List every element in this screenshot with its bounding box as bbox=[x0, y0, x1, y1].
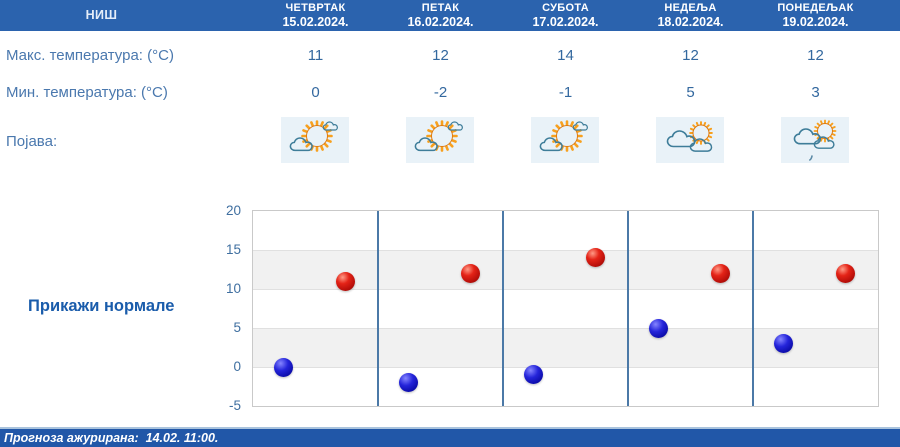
chart-band bbox=[253, 328, 878, 367]
partly-sunny-icon bbox=[406, 117, 474, 163]
y-axis-tick: -5 bbox=[228, 398, 241, 413]
day-name: ПЕТАК bbox=[421, 2, 460, 14]
show-normals-button[interactable]: Прикажи нормале bbox=[28, 297, 175, 315]
day-header-thursday: ЧЕТВРТАК 15.02.2024. bbox=[253, 0, 378, 31]
day-name: ЧЕТВРТАК bbox=[285, 2, 346, 14]
day-date: 17.02.2024. bbox=[532, 15, 599, 29]
day-name: СУБОТА bbox=[542, 2, 589, 14]
chart-plot-area bbox=[252, 210, 879, 407]
day-header-saturday: СУБОТА 17.02.2024. bbox=[503, 0, 628, 31]
day-name: ПОНЕДЕЉАК bbox=[777, 2, 854, 14]
chart-dots-layer bbox=[253, 211, 878, 406]
y-axis-tick: 15 bbox=[225, 242, 241, 257]
max-temp-value: 14 bbox=[557, 47, 574, 64]
day-header-friday: ПЕТАК 16.02.2024. bbox=[378, 0, 503, 31]
chart-gridline bbox=[253, 328, 878, 329]
chart-gridline bbox=[253, 289, 878, 290]
max-temp-point bbox=[710, 263, 730, 283]
max-temp-value: 11 bbox=[307, 47, 324, 64]
day-separator-line bbox=[502, 211, 504, 406]
phenomena-label: Појава: bbox=[6, 133, 58, 150]
min-temp-point bbox=[648, 318, 668, 338]
day-date: 16.02.2024. bbox=[407, 15, 474, 29]
partly-sunny-icon bbox=[281, 117, 349, 163]
max-temp-point bbox=[585, 248, 605, 268]
forecast-table-header: НИШ ЧЕТВРТАК 15.02.2024. ПЕТАК 16.02.202… bbox=[0, 0, 900, 31]
max-temp-point bbox=[835, 263, 855, 283]
footer-bar: Прогноза ажурирана: 14.02. 11:00. bbox=[0, 427, 900, 447]
mostly-cloudy-icon bbox=[656, 117, 724, 163]
max-temp-value: 12 bbox=[682, 47, 699, 64]
max-temperature-label: Макс. температура: (°C) bbox=[6, 47, 174, 64]
max-temp-value: 12 bbox=[807, 47, 824, 64]
y-axis-tick: 0 bbox=[233, 359, 241, 374]
min-temp-value: -1 bbox=[558, 84, 573, 101]
day-name: НЕДЕЉА bbox=[664, 2, 717, 14]
min-temp-value: 5 bbox=[686, 84, 695, 101]
max-temp-point bbox=[460, 263, 480, 283]
min-temp-value: 0 bbox=[311, 84, 320, 101]
day-date: 19.02.2024. bbox=[782, 15, 849, 29]
min-temp-point bbox=[273, 357, 293, 377]
chart-band bbox=[253, 250, 878, 289]
partly-sunny-icon bbox=[531, 117, 599, 163]
min-temp-point bbox=[773, 334, 793, 354]
day-header-sunday: НЕДЕЉА 18.02.2024. bbox=[628, 0, 753, 31]
weather-icon-tile bbox=[781, 117, 849, 163]
day-date: 18.02.2024. bbox=[657, 15, 724, 29]
max-temp-point bbox=[335, 271, 355, 291]
chart-gridline bbox=[253, 250, 878, 251]
min-temp-point bbox=[523, 365, 543, 385]
chart-gridline bbox=[253, 367, 878, 368]
weather-icon-tile bbox=[531, 117, 599, 163]
min-temp-value: 3 bbox=[811, 84, 820, 101]
day-date: 15.02.2024. bbox=[282, 15, 349, 29]
day-separator-line bbox=[752, 211, 754, 406]
weather-icon-tile bbox=[656, 117, 724, 163]
y-axis-tick: 10 bbox=[225, 281, 241, 296]
min-temperature-label: Мин. температура: (°C) bbox=[6, 84, 168, 101]
weather-icon-tile bbox=[281, 117, 349, 163]
y-axis-tick: 5 bbox=[233, 320, 241, 335]
min-temp-point bbox=[398, 373, 418, 393]
weather-icon-tile bbox=[406, 117, 474, 163]
min-temp-value: -2 bbox=[433, 84, 448, 101]
forecast-updated-text: Прогноза ажурирана: 14.02. 11:00. bbox=[4, 431, 219, 445]
day-separator-line bbox=[627, 211, 629, 406]
city-name: НИШ bbox=[85, 8, 118, 22]
y-axis-tick: 20 bbox=[225, 203, 241, 218]
day-header-monday: ПОНЕДЕЉАК 19.02.2024. bbox=[753, 0, 878, 31]
day-separator-line bbox=[377, 211, 379, 406]
max-temp-value: 12 bbox=[432, 47, 449, 64]
cloudy-drizzle-icon bbox=[781, 117, 849, 163]
